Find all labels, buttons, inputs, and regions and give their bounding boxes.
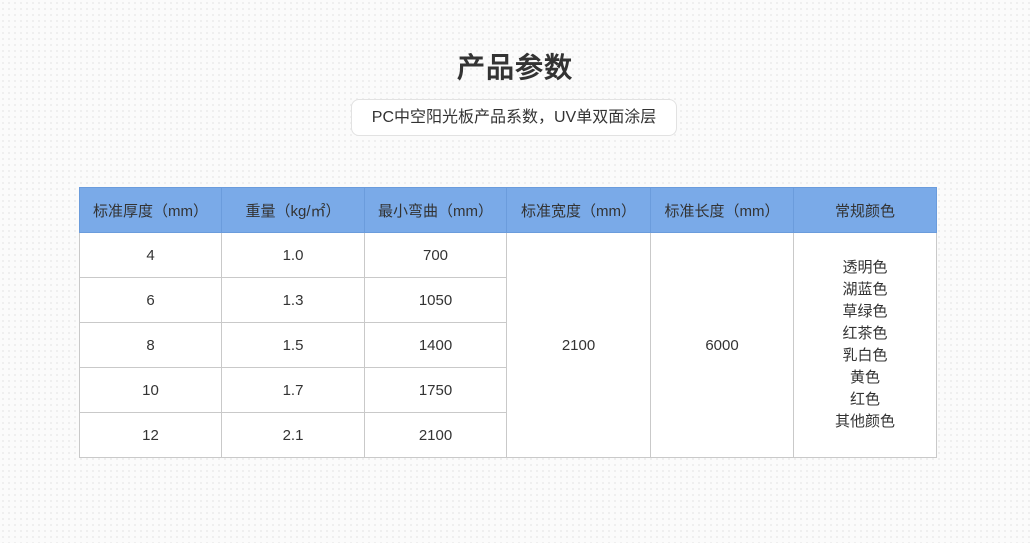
cell-weight: 2.1 xyxy=(221,412,365,458)
cell-thickness: 10 xyxy=(79,367,222,413)
product-parameters-table: 标准厚度（mm） 重量（kg/㎡） 最小弯曲（mm） 标准宽度（mm） 标准长度… xyxy=(79,187,937,458)
cell-thickness: 12 xyxy=(79,412,222,458)
color-option: 湖蓝色 xyxy=(842,281,888,298)
color-option: 乳白色 xyxy=(842,347,888,364)
table-row: 10 1.7 1750 xyxy=(79,367,937,413)
color-option: 红色 xyxy=(849,391,880,408)
page-title: 产品参数 xyxy=(456,52,573,83)
subtitle-badge: PC中空阳光板产品系数，UV单双面涂层 xyxy=(351,99,677,136)
cell-weight: 1.7 xyxy=(221,367,365,413)
color-option: 草绿色 xyxy=(842,303,888,320)
cell-bend: 1750 xyxy=(364,367,507,413)
cell-weight: 1.3 xyxy=(221,277,365,323)
color-option: 其他颜色 xyxy=(834,413,895,430)
cell-colors: 透明色 湖蓝色 草绿色 红茶色 乳白色 黄色 红色 其他颜色 xyxy=(793,232,937,458)
color-option: 透明色 xyxy=(842,259,888,276)
table-row: 6 1.3 1050 xyxy=(79,277,937,323)
table-row: 12 2.1 2100 xyxy=(79,412,937,458)
header-width: 标准宽度（mm） xyxy=(506,187,651,233)
cell-thickness: 8 xyxy=(79,322,222,368)
color-option: 黄色 xyxy=(849,369,880,386)
cell-bend: 700 xyxy=(364,232,507,278)
cell-thickness: 4 xyxy=(79,232,222,278)
table-header-row: 标准厚度（mm） 重量（kg/㎡） 最小弯曲（mm） 标准宽度（mm） 标准长度… xyxy=(79,187,937,233)
cell-thickness: 6 xyxy=(79,277,222,323)
cell-bend: 1050 xyxy=(364,277,507,323)
header-weight: 重量（kg/㎡） xyxy=(221,187,365,233)
cell-length: 6000 xyxy=(650,232,794,458)
cell-width: 2100 xyxy=(506,232,651,458)
header-colors: 常规颜色 xyxy=(793,187,937,233)
header-thickness: 标准厚度（mm） xyxy=(79,187,222,233)
cell-weight: 1.5 xyxy=(221,322,365,368)
cell-bend: 2100 xyxy=(364,412,507,458)
cell-bend: 1400 xyxy=(364,322,507,368)
table-row: 4 1.0 700 2100 6000 透明色 湖蓝色 草绿色 红茶色 乳白色 … xyxy=(79,232,937,458)
cell-weight: 1.0 xyxy=(221,232,365,278)
color-option: 红茶色 xyxy=(842,325,888,342)
header-length: 标准长度（mm） xyxy=(650,187,794,233)
table-row: 8 1.5 1400 xyxy=(79,322,937,368)
header-min-bend: 最小弯曲（mm） xyxy=(364,187,507,233)
